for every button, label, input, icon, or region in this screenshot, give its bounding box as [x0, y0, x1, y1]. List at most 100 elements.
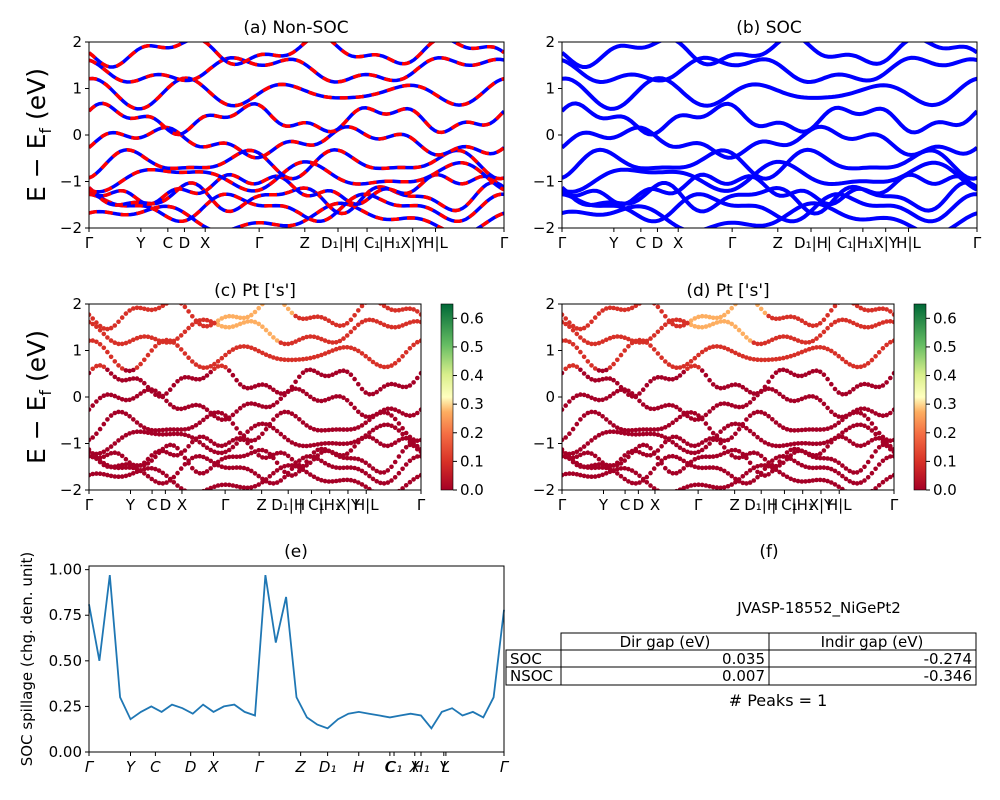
- table-row-soc-dir: 0.035: [722, 650, 765, 668]
- projection-point: [817, 333, 823, 338]
- projection-point: [182, 375, 188, 380]
- projection-point: [696, 442, 701, 448]
- projection-point: [289, 384, 295, 390]
- projection-point: [729, 348, 734, 354]
- projection-point: [208, 369, 213, 375]
- projection-point: [847, 438, 852, 444]
- projection-point: [330, 427, 335, 433]
- projection-point: [810, 394, 816, 399]
- projection-point: [94, 455, 99, 460]
- projection-point: [403, 483, 409, 488]
- projection-point: [766, 339, 771, 344]
- projection-point: [563, 471, 568, 477]
- projection-point: [622, 453, 627, 458]
- projection-point: [245, 440, 250, 446]
- projection-point: [570, 455, 576, 461]
- projection-point: [215, 459, 221, 465]
- projection-point: [670, 490, 675, 495]
- projection-point: [300, 370, 306, 376]
- projection-point: [622, 431, 627, 436]
- projection-point: [418, 370, 421, 376]
- projection-point: [659, 404, 664, 410]
- projection-point: [758, 453, 764, 459]
- projection-point: [330, 372, 335, 378]
- projection-point: [226, 368, 232, 373]
- projection-point: [330, 395, 335, 400]
- projection-point: [274, 338, 280, 343]
- projection-point: [633, 427, 639, 433]
- projection-point: [256, 305, 262, 311]
- projection-point: [799, 462, 805, 468]
- projection-point: [418, 407, 421, 412]
- projection-point: [589, 395, 594, 401]
- projection-point: [418, 338, 421, 343]
- projection-point: [655, 462, 661, 467]
- projection-point: [223, 314, 228, 320]
- projection-point: [186, 355, 191, 361]
- projection-point: [370, 436, 376, 441]
- projection-point: [407, 306, 413, 312]
- projection-point: [271, 470, 276, 476]
- band-ylabel-main: E − E: [22, 134, 51, 202]
- projection-point: [208, 458, 213, 464]
- projection-point: [707, 484, 712, 489]
- projection-point: [729, 403, 734, 408]
- projection-point: [403, 430, 409, 436]
- projection-point: [123, 465, 129, 470]
- xtick-label: X: [650, 496, 660, 514]
- projection-point: [204, 317, 210, 323]
- projection-point: [138, 377, 143, 383]
- projection-point: [326, 462, 332, 468]
- projection-point: [869, 357, 875, 363]
- projection-point: [648, 431, 653, 437]
- projection-point: [622, 427, 627, 433]
- projection-point: [311, 314, 317, 320]
- projection-point: [112, 474, 118, 479]
- projection-point: [762, 384, 768, 390]
- projection-point: [622, 389, 627, 394]
- projection-point: [699, 454, 705, 460]
- projection-point: [814, 465, 819, 471]
- projection-point: [274, 480, 280, 485]
- projection-point: [105, 417, 110, 422]
- projection-point: [278, 431, 284, 437]
- xtick-label: Γ: [728, 234, 737, 252]
- projection-point: [725, 309, 731, 315]
- projection-point: [615, 429, 620, 435]
- projection-point: [847, 362, 852, 367]
- projection-point: [596, 377, 602, 383]
- projection-point: [315, 398, 321, 403]
- projection-point: [773, 443, 779, 449]
- xtick-label: C: [385, 758, 396, 776]
- projection-point: [308, 355, 313, 361]
- projection-point: [256, 382, 262, 388]
- projection-point: [249, 312, 254, 318]
- projection-point: [725, 423, 731, 429]
- projection-point: [888, 339, 893, 345]
- projection-point: [241, 465, 247, 471]
- projection-point: [411, 443, 416, 449]
- projection-point: [792, 352, 797, 358]
- projection-point: [97, 455, 103, 461]
- projection-point: [869, 421, 875, 426]
- projection-point: [108, 464, 114, 470]
- projection-point: [234, 484, 239, 489]
- projection-point: [666, 437, 672, 443]
- projection-point: [119, 462, 125, 468]
- projection-point: [784, 427, 790, 432]
- projection-point: [90, 403, 95, 408]
- projection-point: [260, 350, 265, 356]
- projection-point: [289, 357, 295, 363]
- projection-point: [615, 380, 620, 386]
- projection-point: [703, 372, 709, 378]
- projection-point: [256, 473, 262, 479]
- projection-point: [677, 469, 683, 474]
- panel-d-colorbar-ticks: 0.00.10.20.30.40.50.6: [926, 309, 957, 499]
- projection-point: [666, 469, 672, 474]
- projection-point: [747, 338, 753, 343]
- projection-point: [359, 319, 365, 325]
- xtick-label: D₁: [319, 758, 337, 776]
- projection-point: [832, 386, 838, 392]
- projection-point: [858, 422, 864, 428]
- projection-point: [703, 314, 709, 319]
